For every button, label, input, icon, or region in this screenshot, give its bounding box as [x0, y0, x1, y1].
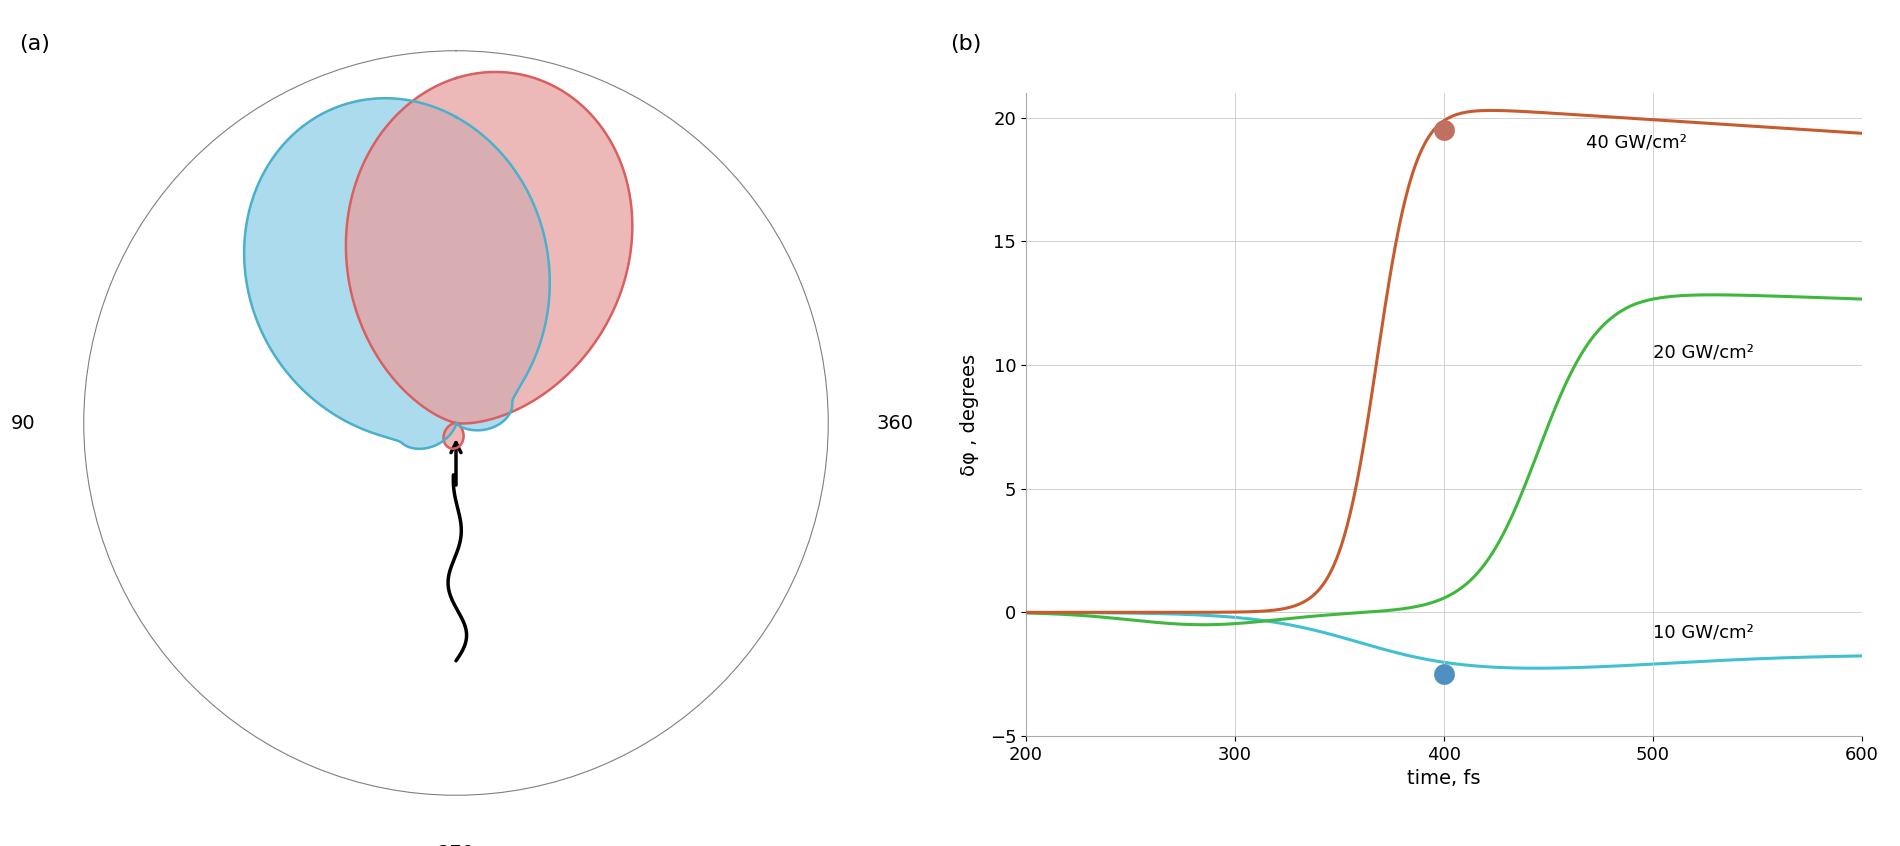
Text: 90: 90 — [11, 414, 36, 432]
Polygon shape — [243, 98, 549, 449]
Text: 0: 0 — [450, 0, 462, 3]
Text: (b): (b) — [950, 34, 982, 54]
Text: 360: 360 — [876, 414, 914, 432]
Text: 40 GW/cm²: 40 GW/cm² — [1586, 134, 1687, 151]
Text: 10 GW/cm²: 10 GW/cm² — [1653, 624, 1754, 641]
Text: 20 GW/cm²: 20 GW/cm² — [1653, 343, 1754, 362]
Polygon shape — [346, 72, 633, 448]
X-axis label: time, fs: time, fs — [1408, 769, 1480, 788]
Text: (a): (a) — [19, 34, 49, 54]
Y-axis label: δφ , degrees: δφ , degrees — [960, 354, 978, 475]
Text: 270: 270 — [437, 843, 475, 846]
